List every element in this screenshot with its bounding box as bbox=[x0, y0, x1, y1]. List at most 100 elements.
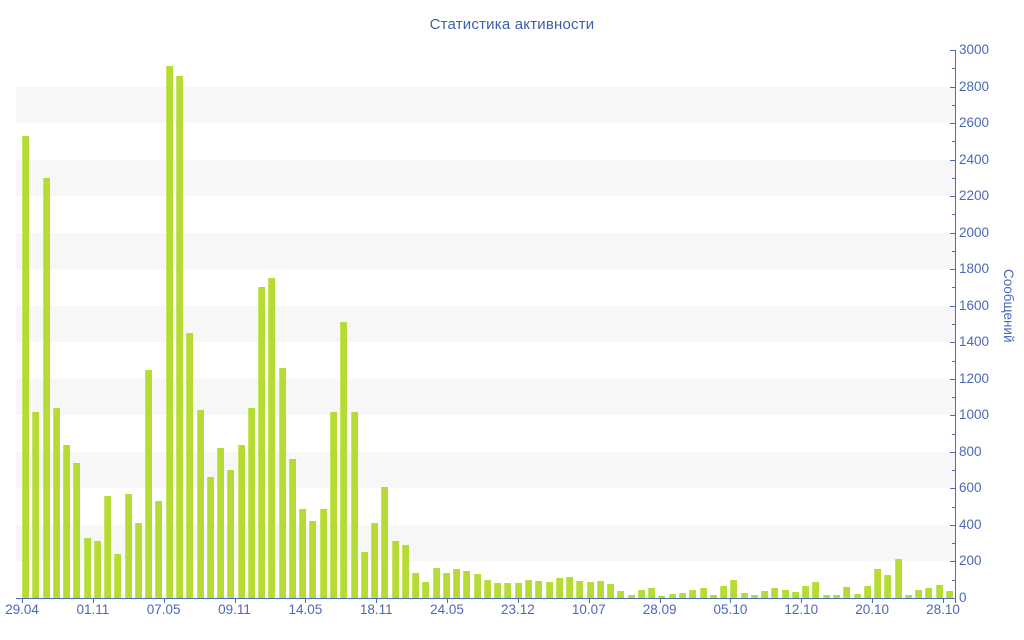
y-tick-label: 1600 bbox=[959, 297, 990, 313]
bar bbox=[422, 582, 430, 598]
y-axis-tick bbox=[952, 506, 955, 508]
bar bbox=[668, 594, 676, 598]
y-axis-tick bbox=[950, 598, 955, 599]
bar bbox=[258, 287, 266, 598]
x-axis-tick bbox=[92, 599, 94, 603]
x-axis-tick bbox=[942, 599, 944, 603]
y-axis-tick bbox=[950, 50, 955, 51]
bar bbox=[761, 590, 769, 598]
bar bbox=[545, 581, 553, 598]
bar bbox=[832, 595, 840, 598]
bar bbox=[432, 567, 440, 598]
x-tick-label: 28.10 bbox=[926, 602, 960, 617]
y-axis-tick bbox=[950, 378, 955, 380]
y-tick-label: 2400 bbox=[959, 151, 990, 167]
y-tick-label: 1400 bbox=[959, 334, 990, 350]
bar bbox=[935, 585, 943, 598]
bars-container bbox=[16, 50, 955, 598]
y-tick-label: 2600 bbox=[959, 115, 990, 131]
x-tick-label: 23.12 bbox=[501, 602, 535, 617]
bar bbox=[802, 586, 810, 598]
bar bbox=[453, 568, 461, 598]
x-tick-label: 18.11 bbox=[359, 602, 393, 617]
bar bbox=[42, 177, 50, 598]
y-tick-label: 600 bbox=[959, 480, 982, 496]
y-axis-tick bbox=[950, 123, 955, 125]
y-axis-tick bbox=[952, 360, 955, 362]
bar bbox=[648, 587, 656, 598]
bar bbox=[689, 589, 697, 598]
bar bbox=[781, 589, 789, 598]
bar bbox=[22, 135, 29, 598]
x-tick-label: 29.04 bbox=[5, 602, 39, 617]
bar bbox=[863, 586, 871, 598]
bar bbox=[237, 444, 245, 598]
y-axis-tick bbox=[950, 305, 955, 307]
x-axis-tick bbox=[305, 599, 307, 603]
bar bbox=[442, 573, 450, 598]
x-axis-tick bbox=[588, 599, 590, 603]
x-axis-tick bbox=[659, 599, 661, 603]
bar bbox=[165, 66, 173, 598]
bar bbox=[247, 408, 255, 598]
bar bbox=[319, 508, 327, 598]
x-axis-tick bbox=[376, 599, 378, 603]
x-axis-tick bbox=[234, 599, 236, 603]
x-axis-tick bbox=[447, 599, 449, 603]
bar bbox=[134, 523, 142, 598]
bar bbox=[93, 541, 101, 598]
bar bbox=[874, 568, 882, 598]
bar bbox=[843, 587, 851, 598]
bar bbox=[904, 595, 912, 598]
bar bbox=[514, 583, 522, 598]
bar bbox=[915, 589, 923, 598]
bar bbox=[658, 596, 666, 598]
bar bbox=[175, 75, 183, 598]
bar bbox=[329, 411, 337, 598]
bar bbox=[52, 408, 60, 598]
bar bbox=[391, 541, 399, 598]
y-axis-tick bbox=[950, 561, 955, 563]
y-axis-tick bbox=[952, 287, 955, 289]
y-axis-tick bbox=[952, 543, 955, 545]
bar bbox=[740, 592, 748, 598]
y-axis-line bbox=[955, 50, 956, 603]
x-tick-label: 14.05 bbox=[288, 602, 323, 617]
y-tick-label: 2000 bbox=[959, 224, 990, 240]
bar bbox=[73, 462, 81, 598]
bar bbox=[709, 595, 717, 598]
x-tick-label: 24.05 bbox=[430, 602, 464, 617]
y-tick-label: 200 bbox=[959, 553, 982, 569]
x-tick-label: 07.05 bbox=[146, 602, 181, 617]
x-axis-tick bbox=[22, 599, 23, 603]
y-axis-tick bbox=[952, 68, 955, 70]
y-tick-label: 1000 bbox=[959, 407, 990, 423]
bar bbox=[699, 587, 707, 598]
bar bbox=[381, 486, 389, 598]
bar bbox=[791, 591, 799, 598]
bar bbox=[822, 595, 830, 598]
bar bbox=[535, 580, 543, 598]
y-tick-label: 400 bbox=[959, 516, 982, 532]
bar bbox=[104, 495, 112, 598]
y-axis-tick bbox=[950, 196, 955, 198]
bar bbox=[63, 444, 71, 598]
x-tick-label: 09.11 bbox=[218, 602, 251, 617]
y-tick-label: 0 bbox=[959, 590, 967, 605]
bar bbox=[586, 581, 594, 598]
y-axis-tick bbox=[950, 269, 955, 271]
y-tick-label: 1200 bbox=[959, 370, 990, 386]
bar bbox=[566, 577, 574, 598]
bar bbox=[771, 587, 779, 598]
bar bbox=[596, 580, 604, 598]
bar bbox=[114, 554, 122, 598]
y-axis-title: Сообщений bbox=[1001, 269, 1016, 343]
y-axis-tick bbox=[952, 250, 955, 252]
y-axis-tick bbox=[952, 433, 955, 435]
bar bbox=[576, 580, 584, 598]
x-tick-label: 01.11 bbox=[76, 602, 110, 617]
y-axis-tick bbox=[952, 397, 955, 399]
bar bbox=[617, 590, 625, 598]
bar bbox=[525, 579, 533, 598]
y-axis-tick bbox=[952, 214, 955, 216]
